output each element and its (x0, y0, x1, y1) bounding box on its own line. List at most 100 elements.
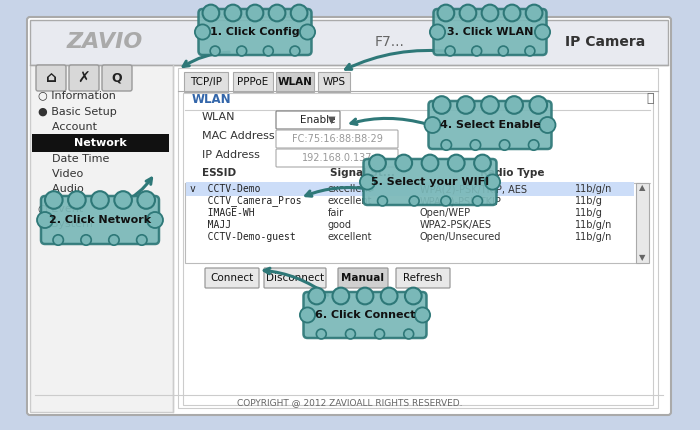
Text: Open/Unsecured: Open/Unsecured (420, 232, 501, 242)
Circle shape (290, 5, 307, 22)
FancyBboxPatch shape (186, 182, 634, 196)
Text: ESSID: ESSID (202, 168, 236, 178)
Text: ▼: ▼ (328, 115, 336, 125)
Circle shape (81, 235, 91, 245)
FancyBboxPatch shape (304, 292, 426, 338)
Circle shape (300, 25, 315, 40)
Text: ○ Event: ○ Event (38, 203, 83, 213)
Text: FC:75:16:88:B8:29: FC:75:16:88:B8:29 (292, 134, 382, 144)
Text: excellent: excellent (328, 184, 372, 194)
Text: fair: fair (328, 208, 344, 218)
Text: Date Time: Date Time (38, 154, 109, 164)
Text: 5. Select your WIFI: 5. Select your WIFI (371, 177, 489, 187)
Circle shape (528, 140, 539, 150)
FancyBboxPatch shape (185, 183, 640, 263)
Circle shape (415, 307, 430, 322)
Text: Network: Network (74, 138, 127, 148)
Circle shape (356, 288, 373, 304)
Circle shape (526, 5, 543, 22)
Circle shape (246, 5, 263, 22)
Circle shape (114, 191, 132, 209)
FancyBboxPatch shape (233, 72, 273, 92)
Text: ⌂: ⌂ (46, 71, 57, 86)
Text: excellent: excellent (328, 232, 372, 242)
Circle shape (535, 25, 550, 40)
Text: 🛈: 🛈 (646, 92, 654, 104)
Circle shape (482, 5, 498, 22)
Text: Manual: Manual (342, 273, 384, 283)
Text: 6. Click Connect: 6. Click Connect (315, 310, 415, 320)
Text: 192.168.0.137: 192.168.0.137 (302, 153, 372, 163)
Circle shape (540, 117, 556, 133)
Text: Refresh: Refresh (403, 273, 442, 283)
Text: WPA2-PSK/AES: WPA2-PSK/AES (420, 220, 492, 230)
Circle shape (498, 46, 508, 56)
FancyBboxPatch shape (276, 72, 314, 92)
FancyBboxPatch shape (30, 20, 668, 65)
Circle shape (346, 329, 356, 339)
Circle shape (369, 155, 386, 172)
Circle shape (147, 212, 163, 228)
Circle shape (485, 175, 500, 190)
Circle shape (210, 46, 220, 56)
Text: IMAGE-WH: IMAGE-WH (190, 208, 255, 218)
Text: ZAVIO: ZAVIO (67, 32, 143, 52)
Text: Video: Video (38, 169, 83, 179)
FancyBboxPatch shape (184, 72, 228, 92)
Text: Open/WEP: Open/WEP (420, 208, 471, 218)
Text: ▼: ▼ (638, 254, 645, 262)
FancyBboxPatch shape (69, 65, 99, 91)
Text: WLAN: WLAN (202, 112, 235, 122)
Text: WLAN: WLAN (192, 93, 232, 106)
Circle shape (45, 191, 62, 209)
Circle shape (91, 191, 108, 209)
FancyBboxPatch shape (178, 68, 658, 408)
Circle shape (438, 5, 454, 22)
Circle shape (445, 46, 455, 56)
Circle shape (68, 191, 85, 209)
Text: 11b/g: 11b/g (575, 208, 603, 218)
FancyBboxPatch shape (276, 149, 398, 167)
FancyBboxPatch shape (276, 111, 340, 129)
Text: Disconnect: Disconnect (266, 273, 324, 283)
Text: 11b/g/n: 11b/g/n (575, 184, 612, 194)
Circle shape (430, 25, 445, 40)
Text: 11b/g/n: 11b/g/n (575, 220, 612, 230)
FancyBboxPatch shape (396, 268, 450, 288)
Circle shape (37, 212, 53, 228)
Text: Q: Q (112, 71, 122, 85)
Text: Audio: Audio (38, 184, 84, 194)
Circle shape (525, 46, 535, 56)
Text: MAJJ: MAJJ (190, 220, 231, 230)
Circle shape (269, 5, 286, 22)
FancyBboxPatch shape (276, 130, 398, 148)
Text: Radio Type: Radio Type (480, 168, 545, 178)
Circle shape (53, 235, 64, 245)
Circle shape (505, 96, 523, 114)
Text: TCP/IP: TCP/IP (190, 77, 222, 87)
Text: CCTV-Demo-guest: CCTV-Demo-guest (190, 232, 295, 242)
Circle shape (263, 46, 273, 56)
FancyBboxPatch shape (102, 65, 132, 91)
Text: 11b/g: 11b/g (575, 196, 603, 206)
Circle shape (316, 329, 326, 339)
FancyBboxPatch shape (433, 9, 547, 55)
Circle shape (457, 96, 475, 114)
Text: WPA(2)-PSK/TKIP: WPA(2)-PSK/TKIP (420, 196, 502, 206)
Circle shape (421, 155, 438, 172)
Circle shape (474, 155, 491, 172)
Circle shape (472, 46, 482, 56)
Circle shape (499, 140, 510, 150)
Circle shape (308, 288, 325, 304)
Text: IP Camera: IP Camera (565, 35, 645, 49)
Text: Connect: Connect (211, 273, 253, 283)
Text: ○ System: ○ System (38, 219, 93, 229)
Text: PPPoE: PPPoE (237, 77, 269, 87)
FancyBboxPatch shape (636, 183, 649, 263)
Circle shape (137, 191, 155, 209)
Circle shape (404, 329, 414, 339)
Circle shape (410, 196, 419, 206)
Circle shape (332, 288, 349, 304)
Text: CCTV_Camera_Pros: CCTV_Camera_Pros (190, 196, 302, 206)
Circle shape (202, 5, 219, 22)
